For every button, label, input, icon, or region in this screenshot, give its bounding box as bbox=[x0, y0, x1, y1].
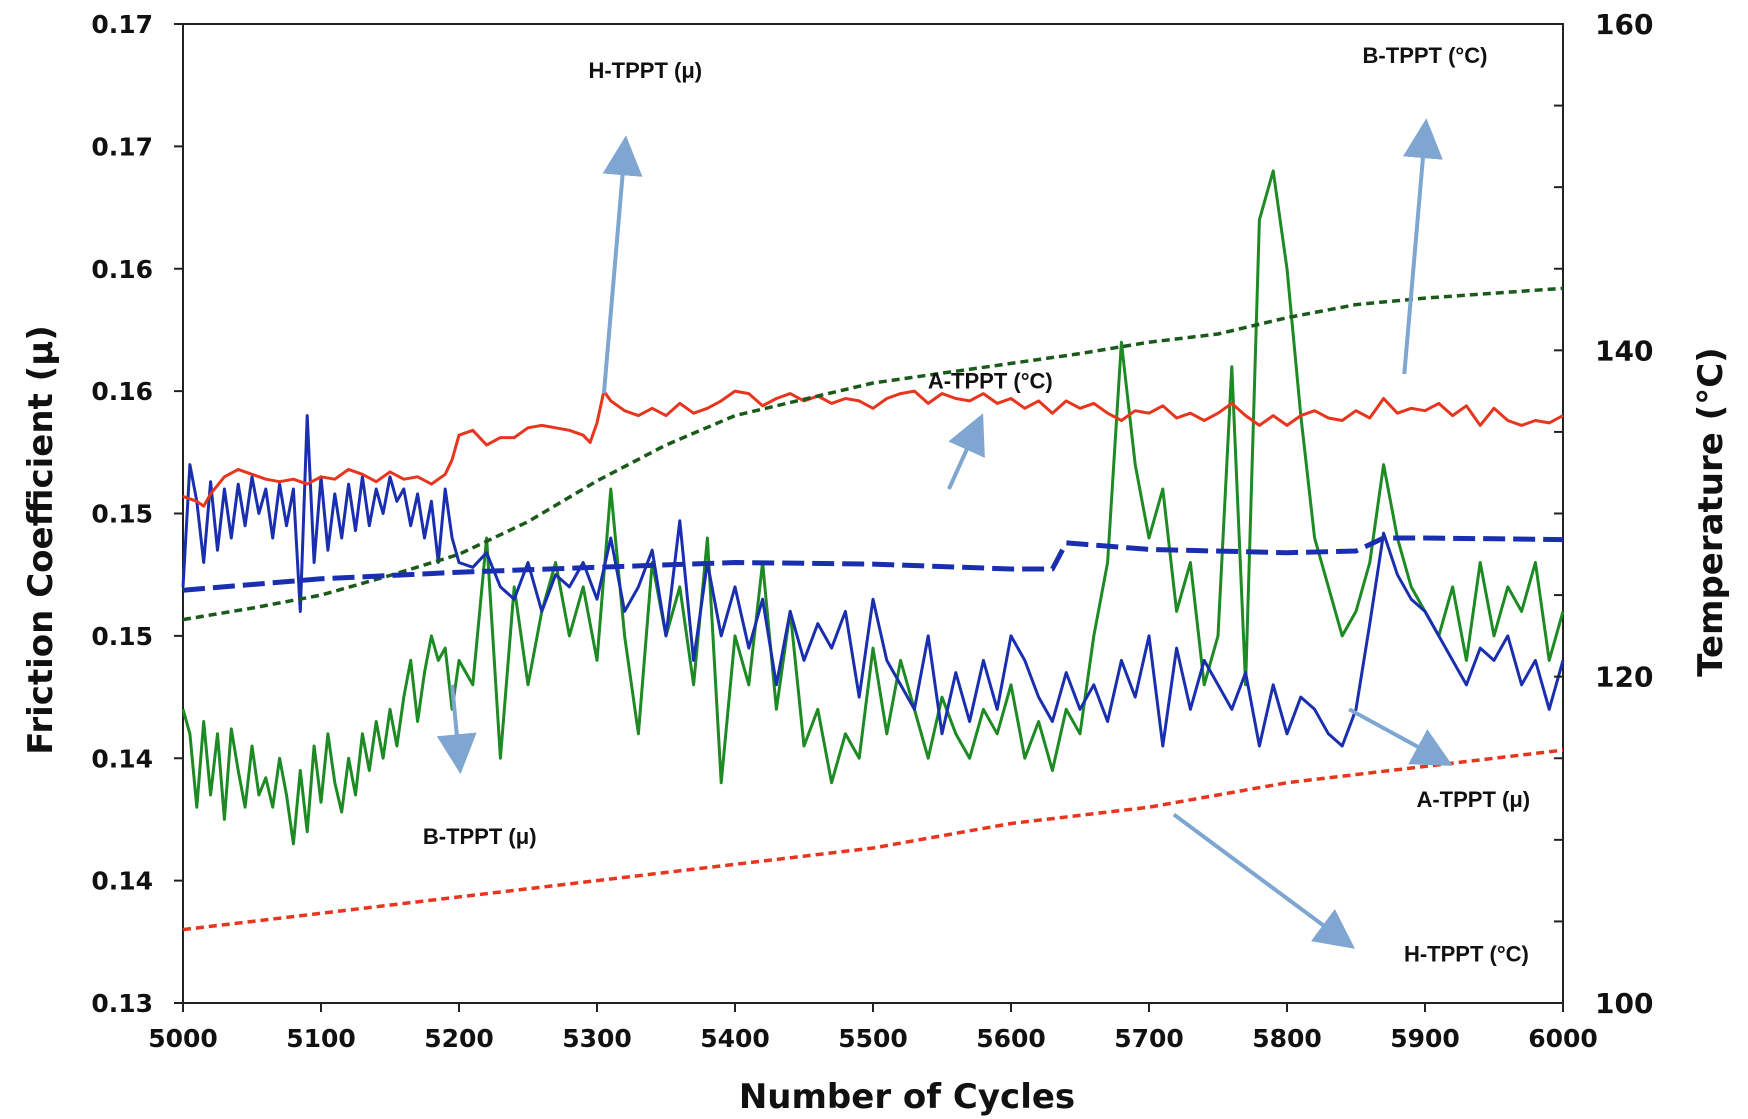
y-left-tick-label: 0.17 bbox=[91, 10, 153, 39]
y-axis-left-title: Friction Coefficient (μ) bbox=[21, 325, 61, 754]
x-tick-label: 5700 bbox=[1114, 1024, 1184, 1053]
x-tick-label: 5600 bbox=[976, 1024, 1046, 1053]
series-layer bbox=[181, 169, 1565, 932]
annotation-arrow bbox=[436, 684, 477, 775]
annotation-label: H-TPPT (°C) bbox=[1404, 941, 1529, 966]
annotation-label: B-TPPT (μ) bbox=[423, 824, 537, 849]
x-tick-label: 5300 bbox=[562, 1024, 632, 1053]
y-left-tick-label: 0.16 bbox=[91, 377, 153, 406]
annotation-label: B-TPPT (°C) bbox=[1363, 43, 1488, 68]
series-line-a-tppt-c bbox=[182, 535, 1564, 593]
x-tick-label: 5500 bbox=[838, 1024, 908, 1053]
y-left-tick-label: 0.14 bbox=[91, 867, 153, 896]
annotation-arrow bbox=[1402, 118, 1443, 375]
annotation-arrow bbox=[601, 135, 643, 394]
y-axis-right-title: Temperature (°C) bbox=[1691, 347, 1731, 676]
x-tick-label: 5100 bbox=[286, 1024, 356, 1053]
x-tick-label: 5200 bbox=[424, 1024, 494, 1053]
annotation-arrow bbox=[1348, 707, 1453, 766]
y-left-tick-label: 0.13 bbox=[91, 989, 153, 1018]
series-line-h-tppt-c bbox=[182, 748, 1564, 932]
y-right-tick-label: 160 bbox=[1595, 8, 1653, 41]
x-tick-label: 5000 bbox=[148, 1024, 218, 1053]
y-right-tick-label: 140 bbox=[1595, 334, 1653, 367]
series-line-b-tppt bbox=[181, 169, 1565, 846]
y-left-tick-label: 0.16 bbox=[91, 255, 153, 284]
y-left-tick-label: 0.15 bbox=[91, 622, 153, 651]
annotation-label: H-TPPT (μ) bbox=[588, 58, 702, 83]
series-line-h-tppt bbox=[182, 389, 1564, 508]
x-tick-label: 5900 bbox=[1390, 1024, 1460, 1053]
x-tick-label: 5800 bbox=[1252, 1024, 1322, 1053]
x-axis-title: Number of Cycles bbox=[739, 1077, 1075, 1117]
annotation-label: A-TPPT (°C) bbox=[928, 369, 1053, 394]
ticks-layer: 5000 5100 5200 5300 5400 5500 5600 5700 5800 5900… bbox=[91, 8, 1653, 1053]
annotation-arrow bbox=[947, 413, 985, 490]
y-right-tick-label: 120 bbox=[1595, 661, 1653, 694]
y-left-tick-label: 0.15 bbox=[91, 500, 153, 529]
x-tick-label: 5400 bbox=[700, 1024, 770, 1053]
y-left-tick-label: 0.14 bbox=[91, 744, 153, 773]
y-left-tick-label: 0.17 bbox=[91, 132, 153, 161]
annotation-arrow bbox=[1172, 812, 1356, 949]
x-tick-label: 6000 bbox=[1528, 1024, 1598, 1053]
y-right-tick-label: 100 bbox=[1595, 987, 1653, 1020]
annotation-layer: H-TPPT (μ) B-TPPT (°C) A-TPPT (°C) B-TPPT (… bbox=[423, 43, 1530, 966]
annotation-label: A-TPPT (μ) bbox=[1416, 787, 1530, 812]
series-line-b-tppt-c bbox=[182, 286, 1564, 622]
